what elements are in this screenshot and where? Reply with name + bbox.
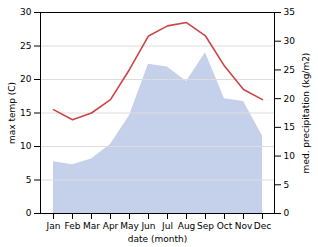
- svg-text:Feb: Feb: [65, 221, 81, 231]
- svg-text:Dec: Dec: [254, 221, 271, 231]
- svg-text:date (month): date (month): [128, 234, 187, 244]
- svg-text:35: 35: [284, 7, 295, 17]
- svg-text:25: 25: [20, 41, 31, 51]
- svg-text:30: 30: [20, 7, 32, 17]
- svg-text:Jan: Jan: [46, 221, 61, 231]
- svg-text:15: 15: [20, 108, 31, 118]
- svg-text:5: 5: [26, 175, 32, 185]
- svg-text:Sep: Sep: [197, 221, 214, 231]
- svg-text:0: 0: [284, 208, 290, 218]
- svg-text:20: 20: [284, 94, 296, 104]
- svg-text:Nov: Nov: [235, 221, 253, 231]
- svg-text:Jun: Jun: [140, 221, 155, 231]
- svg-text:Oct: Oct: [217, 221, 233, 231]
- svg-text:max temp (C): max temp (C): [7, 82, 17, 144]
- svg-text:15: 15: [284, 122, 295, 132]
- svg-text:Mar: Mar: [83, 221, 100, 231]
- svg-text:med. precipitation (kg/m2): med. precipitation (kg/m2): [301, 53, 311, 174]
- svg-text:0: 0: [26, 208, 32, 218]
- svg-text:25: 25: [284, 65, 295, 75]
- svg-text:Aug: Aug: [178, 221, 196, 231]
- svg-text:10: 10: [20, 141, 32, 151]
- svg-text:Apr: Apr: [103, 221, 119, 231]
- svg-text:20: 20: [20, 74, 32, 84]
- svg-text:5: 5: [284, 180, 290, 190]
- svg-text:May: May: [120, 221, 139, 231]
- svg-text:10: 10: [284, 151, 296, 161]
- svg-text:30: 30: [284, 36, 296, 46]
- svg-text:Jul: Jul: [161, 221, 173, 231]
